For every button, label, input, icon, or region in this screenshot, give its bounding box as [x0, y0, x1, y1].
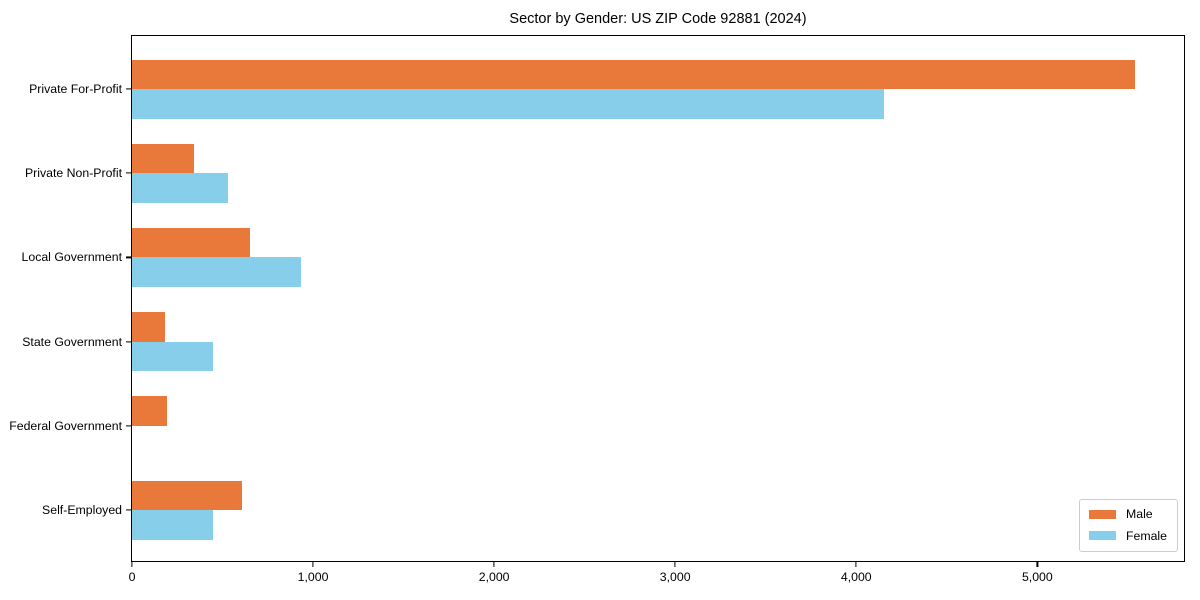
legend-entry-male: Male [1088, 507, 1167, 522]
x-tick-label: 1,000 [297, 570, 329, 584]
y-tick-mark [126, 425, 131, 427]
plot-area: Male Female Private For-Profit Private Non… [9, 35, 1185, 584]
y-tick-label: Private Non-Profit [24, 166, 122, 181]
bar-female-1 [132, 173, 228, 203]
y-tick-label: Federal Government [9, 418, 122, 433]
x-tick-mark [312, 562, 314, 567]
bar-male-0 [132, 59, 1136, 89]
y-tick-mark [126, 256, 131, 258]
x-tick-mark [674, 562, 676, 567]
bar-male-5 [132, 480, 242, 510]
x-tick-mark [1036, 562, 1038, 567]
y-tick-mark [126, 509, 131, 511]
y-tick-label: Self-Employed [42, 503, 122, 517]
y-tick-mark [126, 88, 131, 90]
x-tick-mark [493, 562, 495, 567]
bar-female-3 [132, 341, 213, 372]
bar-male-2 [132, 227, 250, 258]
x-tick-label: 2,000 [478, 570, 510, 584]
bar-female-5 [132, 510, 214, 540]
bar-female-0 [132, 89, 885, 119]
legend-entry-female: Female [1088, 528, 1167, 543]
legend-swatch-female-icon [1088, 531, 1116, 541]
bar-female-2 [132, 257, 302, 287]
y-tick-mark [126, 341, 131, 343]
y-tick-label: State Government [22, 334, 122, 349]
x-tick-label: 3,000 [659, 570, 691, 584]
chart-title: Sector by Gender: US ZIP Code 92881 (202… [509, 11, 807, 27]
bar-male-3 [132, 312, 166, 342]
legend-label: Male [1125, 507, 1153, 522]
x-tick-label: 0 [128, 570, 136, 584]
bar-male-1 [132, 143, 194, 174]
legend-label: Female [1125, 528, 1167, 543]
legend: Male Female [1078, 499, 1178, 552]
y-tick-label: Local Government [21, 250, 122, 265]
y-tick-mark [126, 172, 131, 174]
x-tick-mark [855, 562, 857, 567]
legend-swatch-male-icon [1088, 510, 1116, 520]
bar-male-4 [132, 396, 168, 426]
x-tick-label: 5,000 [1021, 570, 1053, 584]
x-tick-mark [131, 562, 133, 567]
y-tick-label: Private For-Profit [29, 82, 122, 96]
x-tick-label: 4,000 [840, 570, 872, 584]
